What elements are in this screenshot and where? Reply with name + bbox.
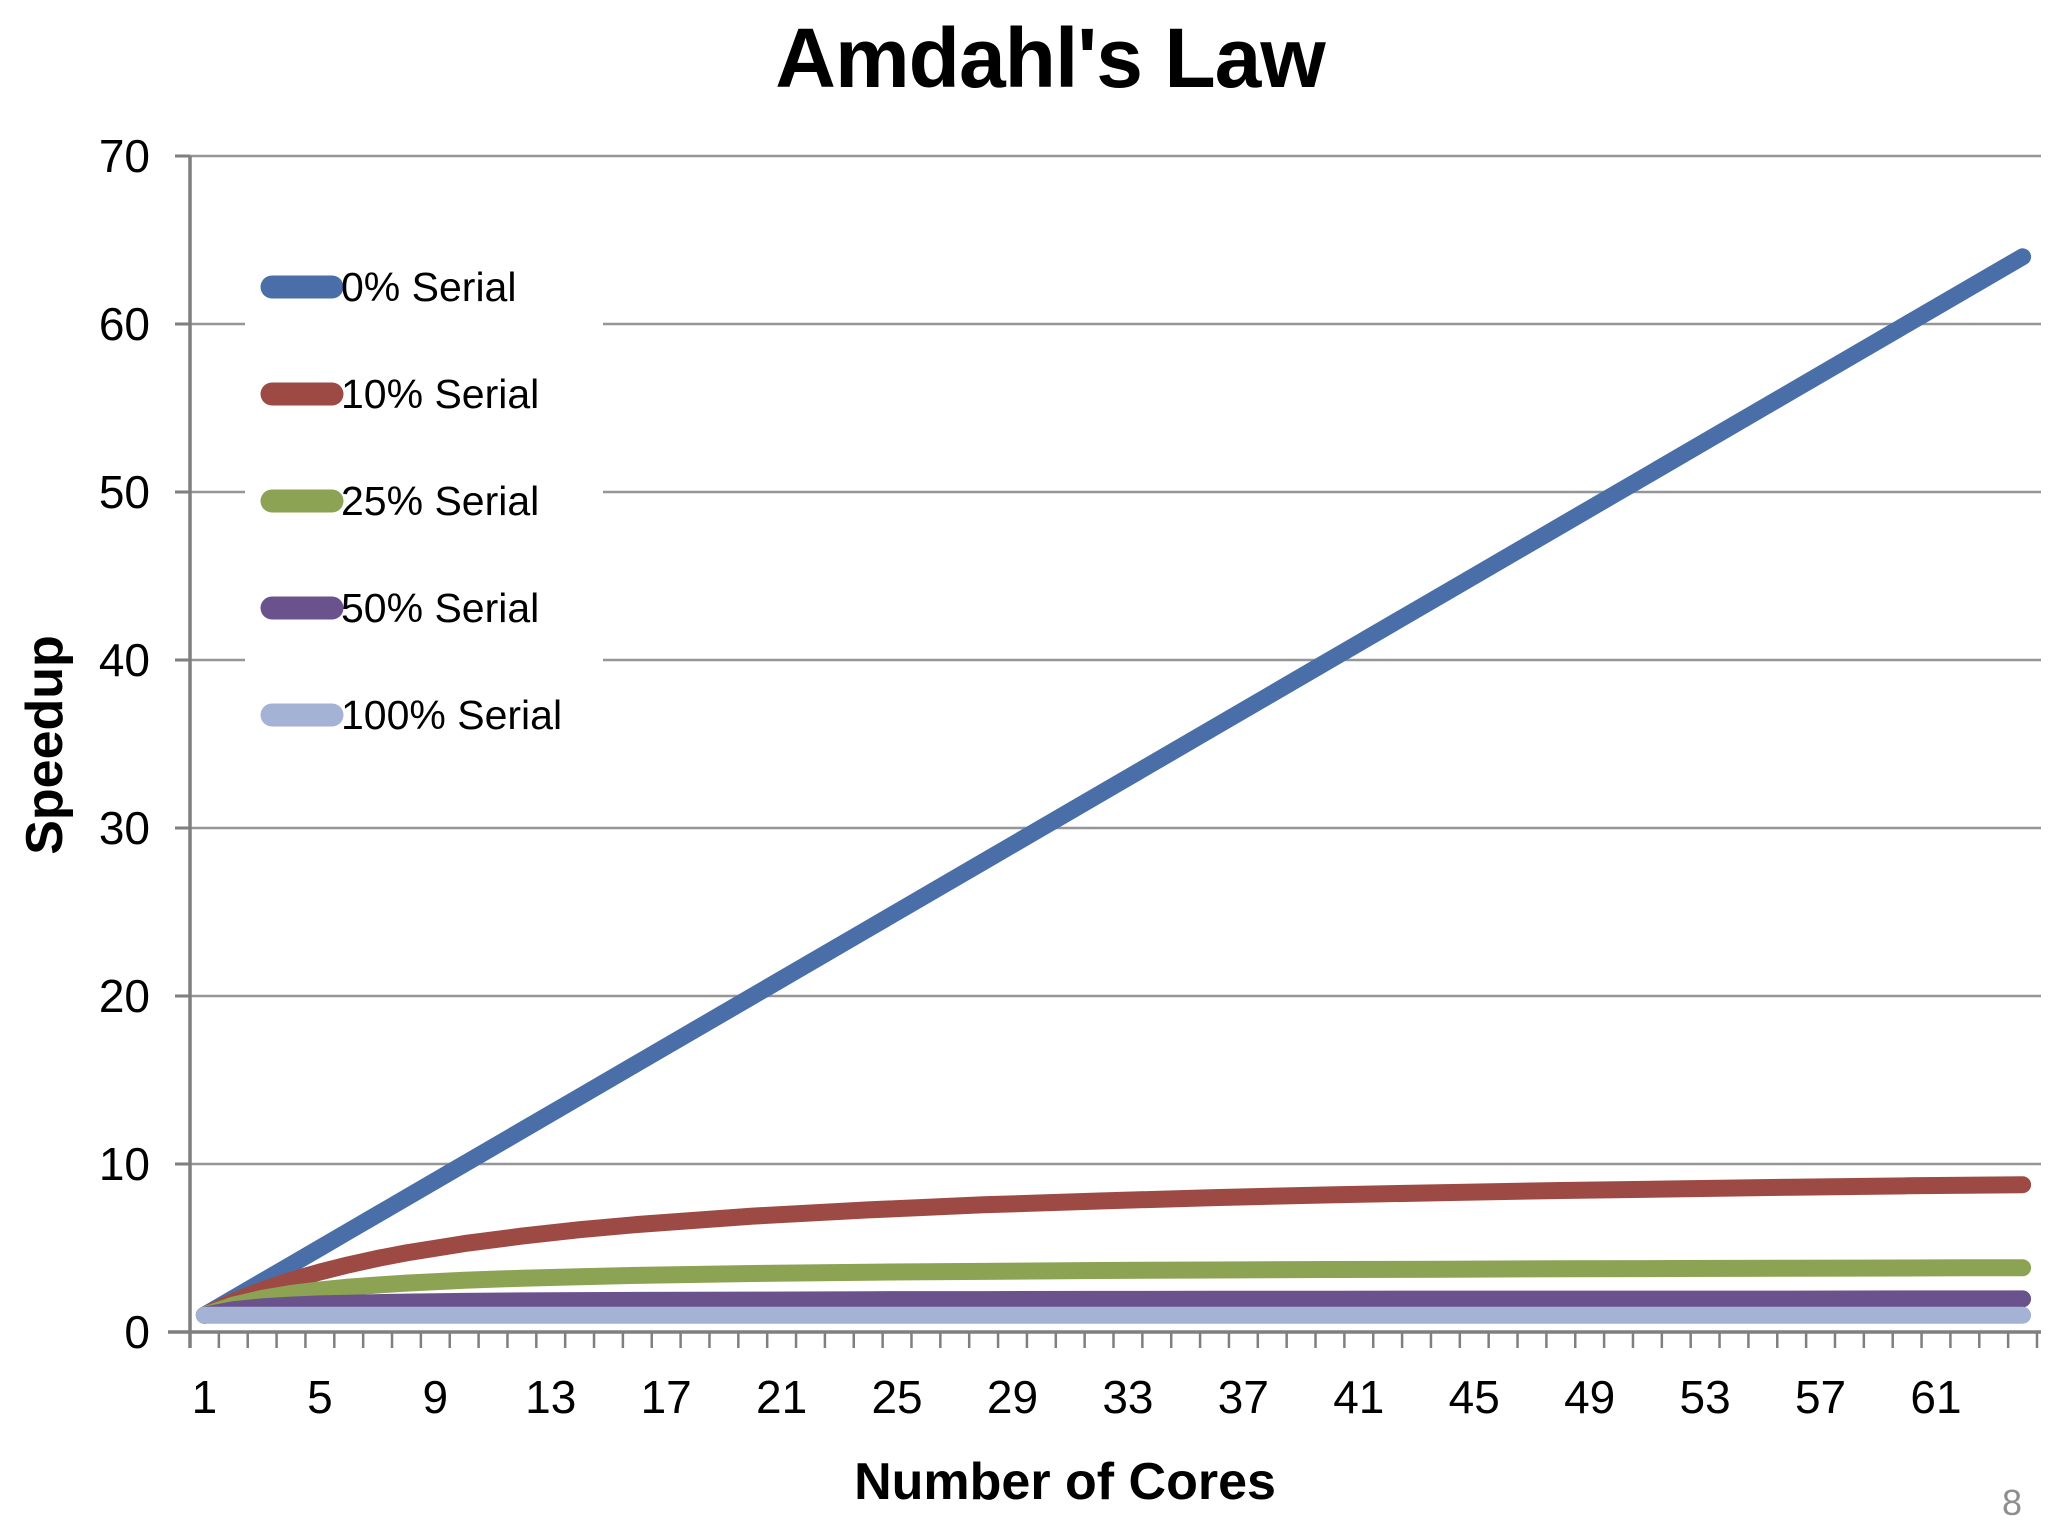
x-tick-label: 29 bbox=[987, 1371, 1038, 1423]
chart-title: Amdahl's Law bbox=[775, 11, 1325, 105]
x-tick-label: 13 bbox=[525, 1371, 576, 1423]
y-tick-label: 40 bbox=[99, 634, 150, 686]
x-tick-label: 61 bbox=[1910, 1371, 1961, 1423]
x-tick-label: 53 bbox=[1680, 1371, 1731, 1423]
x-tick-label: 33 bbox=[1102, 1371, 1153, 1423]
y-tick-label: 10 bbox=[99, 1138, 150, 1190]
series-line-25-serial bbox=[195, 1259, 2032, 1324]
y-tick-label: 0 bbox=[124, 1306, 150, 1358]
legend-label-1: 10% Serial bbox=[341, 371, 539, 417]
series-line-10-serial bbox=[195, 1176, 2032, 1324]
x-tick-label: 17 bbox=[641, 1371, 692, 1423]
x-axis-title: Number of Cores bbox=[854, 1453, 1276, 1511]
legend-label-2: 25% Serial bbox=[341, 478, 539, 524]
x-tick-label: 57 bbox=[1795, 1371, 1846, 1423]
series-line-0-serial bbox=[195, 248, 2032, 1324]
y-axis-title: Speedup bbox=[16, 635, 74, 855]
legend-label-3: 50% Serial bbox=[341, 585, 539, 631]
y-tick-label: 20 bbox=[99, 970, 150, 1022]
page-number: 8 bbox=[2002, 1482, 2023, 1523]
x-tick-label: 1 bbox=[192, 1371, 218, 1423]
x-tick-label: 41 bbox=[1333, 1371, 1384, 1423]
x-tick-label: 37 bbox=[1218, 1371, 1269, 1423]
y-tick-label: 60 bbox=[99, 298, 150, 350]
x-tick-label: 5 bbox=[307, 1371, 333, 1423]
y-tick-label: 70 bbox=[99, 130, 150, 182]
legend-label-4: 100% Serial bbox=[341, 692, 562, 738]
y-tick-label: 30 bbox=[99, 802, 150, 854]
legend-label-0: 0% Serial bbox=[341, 264, 516, 310]
x-tick-label: 45 bbox=[1449, 1371, 1500, 1423]
y-tick-label: 50 bbox=[99, 466, 150, 518]
x-tick-label: 49 bbox=[1564, 1371, 1615, 1423]
series-line-50-serial bbox=[195, 1290, 2032, 1324]
x-tick-label: 9 bbox=[423, 1371, 449, 1423]
x-tick-label: 21 bbox=[756, 1371, 807, 1423]
x-tick-label: 25 bbox=[871, 1371, 922, 1423]
